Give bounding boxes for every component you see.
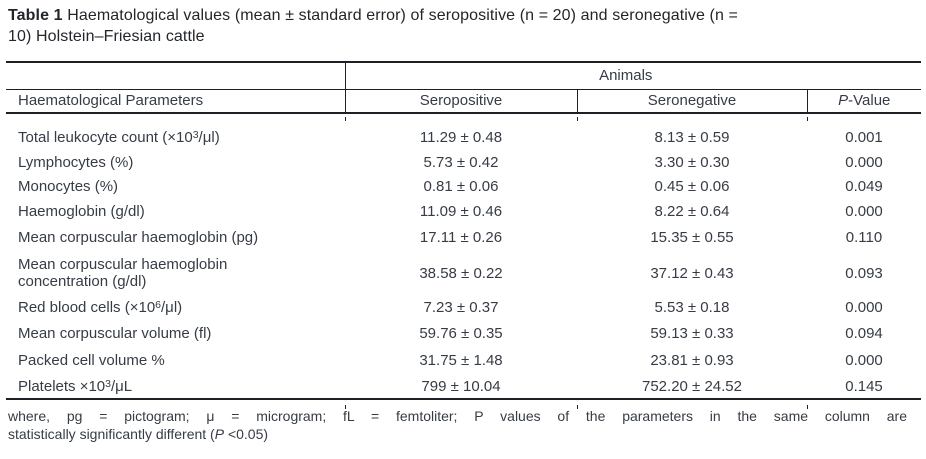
group-header-row: Animals xyxy=(6,62,922,90)
seropositive-value: 11.29 ± 0.48 xyxy=(419,129,503,146)
footnote-line1: where, pg = pictogram; μ = microgram; fL… xyxy=(8,408,907,424)
group-header-animals: Animals xyxy=(344,62,922,90)
p-value: 0.093 xyxy=(845,264,883,282)
parameter-unit: /μL xyxy=(111,377,133,395)
table-row-monocytes: Monocytes (%) 0.81 ± 0.06 0.45 ± 0.06 0.… xyxy=(6,174,921,199)
p-value-header-rest: -Value xyxy=(848,92,891,110)
parameter-text: Total leukocyte count (×10 xyxy=(18,129,193,146)
parameter-text: Red blood cells (×10 xyxy=(18,298,156,316)
parameter-text: Lymphocytes (%) xyxy=(18,153,134,171)
table-row-mean-corpuscular-haemoglobin: Mean corpuscular haemoglobin (pg) 17.11 … xyxy=(6,223,921,252)
table-number: Table 1 xyxy=(8,7,63,24)
seronegative-value: 5.53 ± 0.18 xyxy=(654,298,730,316)
parameter-unit: /μl) xyxy=(198,129,220,146)
parameter-cell: Platelets ×103/μL xyxy=(6,374,345,399)
parameter-text: Platelets ×10 xyxy=(18,377,106,395)
table-caption-line2: 10) Holstein–Friesian cattle xyxy=(8,28,205,45)
parameter-text: Mean corpuscular haemoglobin concentrati… xyxy=(18,256,228,290)
seronegative-value: 8.22 ± 0.64 xyxy=(654,202,730,220)
parameter-cell: Mean corpuscular haemoglobin (pg) xyxy=(6,223,345,252)
table-caption-text: Haematological values (mean ± standard e… xyxy=(67,7,738,24)
parameter-cell: Packed cell volume % xyxy=(6,347,345,374)
p-value: 0.000 xyxy=(845,153,883,171)
column-header-p-value: P-Value xyxy=(806,89,922,114)
rule-stub xyxy=(807,405,808,409)
parameter-text: Monocytes (%) xyxy=(18,178,119,195)
table-caption-line1: Table 1 Haematological values (mean ± st… xyxy=(8,5,910,26)
table-row-mean-corpuscular-volume: Mean corpuscular volume (fl) 59.76 ± 0.3… xyxy=(6,320,921,347)
table-footnote: where, pg = pictogram; μ = microgram; fL… xyxy=(8,407,907,443)
seropositive-value: 17.11 ± 0.26 xyxy=(419,229,503,246)
seropositive-value: 799 ± 10.04 xyxy=(421,377,501,395)
seropositive-value: 7.23 ± 0.37 xyxy=(423,298,499,316)
parameter-superscript: 3 xyxy=(192,129,199,141)
column-header-seronegative: Seronegative xyxy=(576,89,807,114)
column-header-row: Haematological Parameters Seropositive S… xyxy=(6,89,922,114)
parameter-cell: Mean corpuscular volume (fl) xyxy=(6,320,345,347)
p-value: 0.000 xyxy=(845,352,883,369)
table-row-platelets: Platelets ×103/μL 799 ± 10.04 752.20 ± 2… xyxy=(6,374,921,399)
parameter-text: Mean corpuscular haemoglobin (pg) xyxy=(18,229,259,246)
parameter-text: Packed cell volume % xyxy=(18,352,165,369)
parameter-text: Haemoglobin (g/dl) xyxy=(18,202,145,220)
seronegative-value: 15.35 ± 0.55 xyxy=(650,229,734,246)
seronegative-value: 23.81 ± 0.93 xyxy=(650,352,734,369)
table-row-haemoglobin: Haemoglobin (g/dl) 11.09 ± 0.46 8.22 ± 0… xyxy=(6,199,921,223)
parameter-cell: Mean corpuscular haemoglobin concentrati… xyxy=(6,252,345,294)
parameter-unit: /μl) xyxy=(161,298,183,316)
table-row-mchc: Mean corpuscular haemoglobin concentrati… xyxy=(6,252,921,294)
p-value-header-italic: P xyxy=(838,92,849,110)
footnote-line2-end: <0.05) xyxy=(224,426,269,442)
p-value: 0.145 xyxy=(845,377,883,395)
table-row-lymphocytes: Lymphocytes (%) 5.73 ± 0.42 3.30 ± 0.30 … xyxy=(6,150,921,174)
seronegative-value: 37.12 ± 0.43 xyxy=(650,264,734,282)
seronegative-value: 59.13 ± 0.33 xyxy=(650,325,734,342)
table-row-total-leukocyte-count: Total leukocyte count (×103/μl) 11.29 ± … xyxy=(6,113,921,150)
footnote-line2-text: statistically significantly different ( xyxy=(8,426,215,442)
column-header-seropositive: Seropositive xyxy=(344,89,577,114)
rule-stub xyxy=(577,117,578,121)
parameter-cell: Total leukocyte count (×103/μl) xyxy=(6,113,345,150)
rule-stub xyxy=(577,405,578,409)
table-row-packed-cell-volume: Packed cell volume % 31.75 ± 1.48 23.81 … xyxy=(6,347,921,374)
seropositive-value: 31.75 ± 1.48 xyxy=(419,352,503,369)
empty-header-cell xyxy=(6,62,345,90)
seronegative-value: 8.13 ± 0.59 xyxy=(654,129,730,146)
column-header-parameters: Haematological Parameters xyxy=(6,89,345,114)
seropositive-value: 0.81 ± 0.06 xyxy=(423,178,499,195)
parameter-superscript: 3 xyxy=(105,377,111,390)
p-value: 0.110 xyxy=(845,229,883,246)
table-body: Total leukocyte count (×103/μl) 11.29 ± … xyxy=(6,113,921,399)
rule-stub xyxy=(345,117,346,121)
footnote-p-italic: P xyxy=(214,426,225,442)
p-value: 0.000 xyxy=(845,202,883,220)
table-caption: Table 1 Haematological values (mean ± st… xyxy=(8,5,910,47)
parameter-cell: Red blood cells (×106/μl) xyxy=(6,294,345,320)
p-value: 0.000 xyxy=(845,298,883,316)
seropositive-value: 5.73 ± 0.42 xyxy=(423,153,499,171)
table-header: Animals Haematological Parameters Seropo… xyxy=(6,62,922,114)
rule-stub xyxy=(345,405,346,409)
footnote-line2: statistically significantly different (P… xyxy=(8,425,907,443)
rule-stub xyxy=(807,117,808,121)
p-value: 0.094 xyxy=(845,325,883,342)
seropositive-value: 11.09 ± 0.46 xyxy=(419,202,503,220)
parameter-cell: Haemoglobin (g/dl) xyxy=(6,199,345,223)
parameter-cell: Monocytes (%) xyxy=(6,174,345,199)
table-row-red-blood-cells: Red blood cells (×106/μl) 7.23 ± 0.37 5.… xyxy=(6,294,921,320)
seropositive-value: 59.76 ± 0.35 xyxy=(419,325,503,342)
seronegative-value: 752.20 ± 24.52 xyxy=(642,377,742,395)
seronegative-value: 3.30 ± 0.30 xyxy=(654,153,730,171)
parameter-superscript: 6 xyxy=(155,298,162,311)
parameter-cell: Lymphocytes (%) xyxy=(6,150,345,174)
seronegative-value: 0.45 ± 0.06 xyxy=(654,178,730,195)
haematology-table: Animals Haematological Parameters Seropo… xyxy=(6,61,922,400)
seropositive-value: 38.58 ± 0.22 xyxy=(419,264,503,282)
parameter-text: Mean corpuscular volume (fl) xyxy=(18,325,212,342)
p-value: 0.001 xyxy=(845,129,883,146)
p-value: 0.049 xyxy=(845,178,883,195)
